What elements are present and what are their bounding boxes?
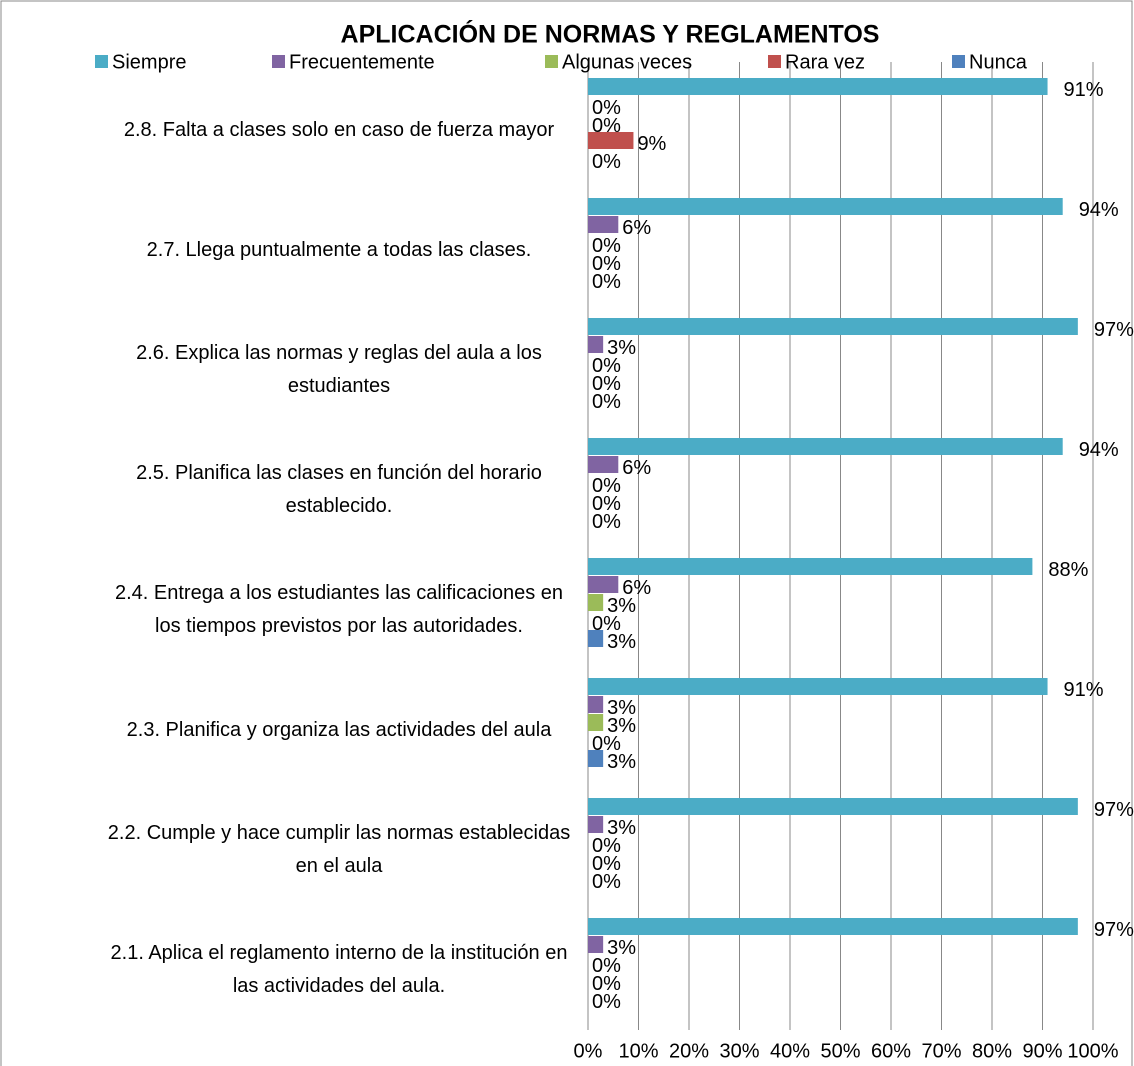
- data-label: 9%: [637, 133, 666, 155]
- category-label: 2.3. Planifica y organiza las actividade…: [126, 718, 552, 741]
- data-label: 0%: [592, 493, 621, 515]
- x-tick-label: 70%: [921, 1040, 961, 1062]
- data-label: 0%: [592, 853, 621, 875]
- bar: [588, 714, 604, 731]
- bar: [588, 438, 1063, 455]
- data-label: 88%: [1048, 559, 1088, 581]
- data-label: 3%: [607, 697, 636, 719]
- category-label: 2.6. Explica las normas y reglas del aul…: [136, 342, 542, 397]
- data-label: 3%: [607, 631, 636, 653]
- data-label: 0%: [592, 253, 621, 275]
- legend-swatch: [952, 55, 965, 68]
- bar: [588, 576, 619, 593]
- bar: [588, 678, 1048, 695]
- category-label: 2.8. Falta a clases solo en caso de fuer…: [123, 118, 555, 141]
- data-label: 3%: [607, 715, 636, 737]
- data-label: 97%: [1094, 919, 1134, 941]
- bar: [588, 816, 604, 833]
- x-tick-label: 60%: [871, 1040, 911, 1062]
- category-label: 2.7. Llega puntualmente a todas las clas…: [146, 238, 532, 261]
- data-label: 0%: [592, 475, 621, 497]
- data-label: 0%: [592, 391, 621, 413]
- bar: [588, 336, 604, 353]
- data-label: 0%: [592, 991, 621, 1013]
- bar: [588, 318, 1078, 335]
- bar: [588, 198, 1063, 215]
- bar: [588, 798, 1078, 815]
- data-label: 0%: [592, 355, 621, 377]
- bar: [588, 918, 1078, 935]
- bar: [588, 696, 604, 713]
- data-label: 0%: [592, 511, 621, 533]
- data-label: 0%: [592, 835, 621, 857]
- x-tick-label: 10%: [618, 1040, 658, 1062]
- data-label: 6%: [622, 577, 651, 599]
- x-tick-label: 20%: [669, 1040, 709, 1062]
- legend-label: Nunca: [969, 51, 1028, 73]
- data-label: 0%: [592, 373, 621, 395]
- data-label: 3%: [607, 337, 636, 359]
- bar: [588, 594, 604, 611]
- data-label: 94%: [1079, 199, 1119, 221]
- data-label: 3%: [607, 751, 636, 773]
- x-tick-label: 0%: [574, 1040, 603, 1062]
- data-label: 0%: [592, 613, 621, 635]
- bar: [588, 216, 619, 233]
- legend-label: Rara vez: [785, 51, 865, 73]
- bar: [588, 750, 604, 767]
- data-label: 0%: [592, 955, 621, 977]
- data-label: 3%: [607, 595, 636, 617]
- data-label: 94%: [1079, 439, 1119, 461]
- bar: [588, 630, 604, 647]
- data-label: 0%: [592, 271, 621, 293]
- chart-title: APLICACIÓN DE NORMAS Y REGLAMENTOS: [341, 19, 880, 49]
- legend-label: Siempre: [112, 51, 186, 73]
- bar: [588, 456, 619, 473]
- data-label: 0%: [592, 973, 621, 995]
- x-tick-label: 30%: [719, 1040, 759, 1062]
- bar: [588, 132, 634, 149]
- data-label: 3%: [607, 937, 636, 959]
- category-label: 2.1. Aplica el reglamento interno de la …: [110, 942, 568, 997]
- data-label: 97%: [1094, 799, 1134, 821]
- legend-swatch: [545, 55, 558, 68]
- data-label: 6%: [622, 457, 651, 479]
- data-label: 3%: [607, 817, 636, 839]
- legend-label: Algunas veces: [562, 51, 692, 73]
- legend-swatch: [768, 55, 781, 68]
- x-tick-label: 50%: [820, 1040, 860, 1062]
- category-label: 2.5. Planifica las clases en función del…: [136, 462, 542, 517]
- data-label: 0%: [592, 97, 621, 119]
- category-label: 2.4. Entrega a los estudiantes las calif…: [114, 582, 564, 637]
- data-label: 91%: [1064, 679, 1104, 701]
- bar: [588, 78, 1048, 95]
- data-label: 0%: [592, 115, 621, 137]
- data-label: 91%: [1064, 79, 1104, 101]
- data-label: 0%: [592, 151, 621, 173]
- x-tick-label: 90%: [1022, 1040, 1062, 1062]
- bar: [588, 936, 604, 953]
- x-tick-label: 80%: [972, 1040, 1012, 1062]
- legend-label: Frecuentemente: [289, 51, 435, 73]
- data-label: 0%: [592, 733, 621, 755]
- data-label: 6%: [622, 217, 651, 239]
- category-label: 2.2. Cumple y hace cumplir las normas es…: [107, 822, 571, 877]
- x-tick-label: 40%: [770, 1040, 810, 1062]
- data-label: 0%: [592, 235, 621, 257]
- x-tick-label: 100%: [1067, 1040, 1118, 1062]
- data-label: 0%: [592, 871, 621, 893]
- legend-swatch: [272, 55, 285, 68]
- bar: [588, 558, 1033, 575]
- data-label: 97%: [1094, 319, 1134, 341]
- legend-swatch: [95, 55, 108, 68]
